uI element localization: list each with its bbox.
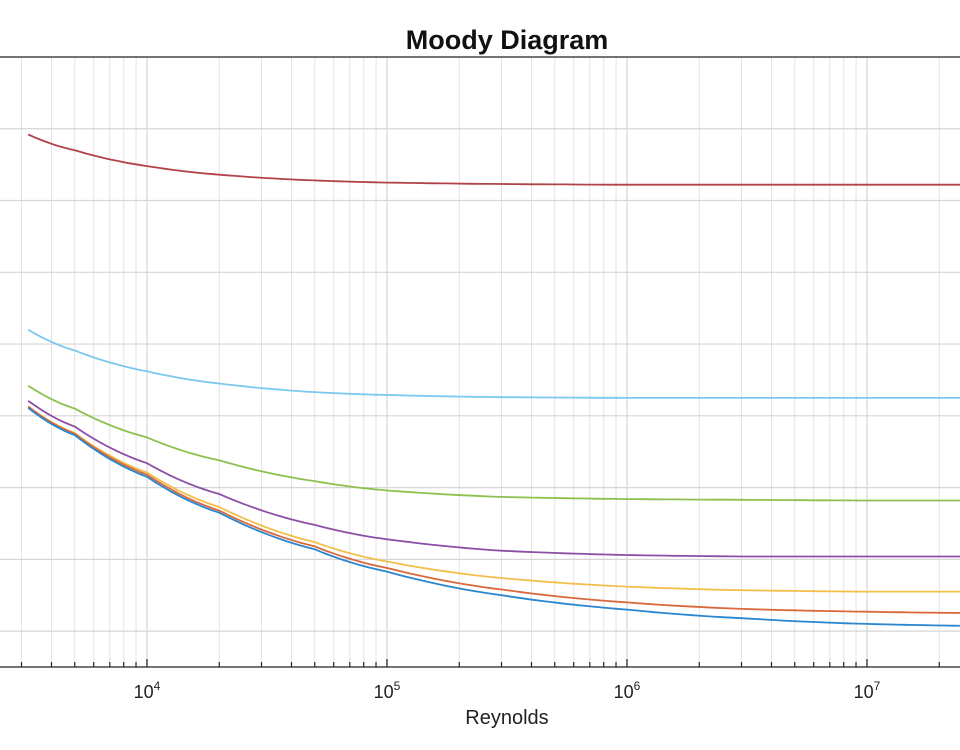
series-line-5 [27, 405, 960, 593]
x-axis-label: Reynolds [465, 707, 548, 729]
series-line-3 [27, 384, 960, 502]
series-group [27, 133, 960, 627]
chart-title: Moody Diagram [406, 25, 609, 55]
series-line-1 [27, 133, 960, 186]
series-line-6 [27, 405, 960, 614]
series-line-4 [27, 400, 960, 558]
series-line-7 [27, 407, 960, 627]
x-tick-label: 105 [374, 679, 401, 702]
x-tick-label: 106 [614, 679, 641, 702]
axes [0, 56, 960, 668]
x-tick-label: 104 [134, 679, 161, 702]
grid [0, 57, 960, 667]
x-tick-label: 107 [854, 679, 881, 702]
x-tick-labels: 104 105 106 107 [134, 679, 881, 702]
series-line-2 [27, 328, 960, 399]
